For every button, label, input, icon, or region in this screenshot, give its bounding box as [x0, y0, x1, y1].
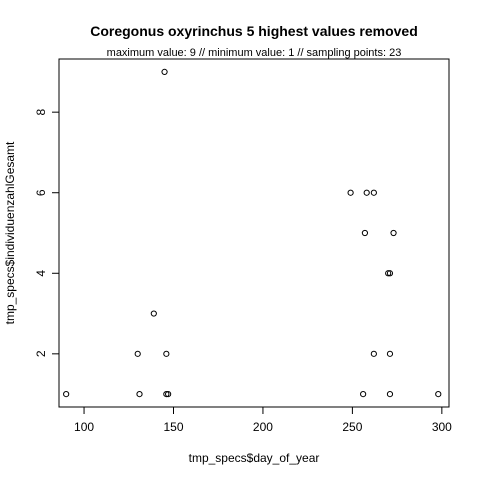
data-point	[386, 270, 394, 277]
data-point	[363, 189, 370, 196]
data-point	[165, 391, 172, 398]
data-point	[385, 270, 392, 277]
data-point	[361, 229, 369, 237]
data-point	[163, 350, 170, 357]
x-tick-label: 300	[432, 420, 452, 434]
y-tick-label: 8	[34, 109, 48, 116]
x-tick-label: 250	[342, 420, 362, 434]
data-point	[163, 391, 170, 398]
data-point	[360, 391, 367, 398]
data-point	[347, 189, 354, 196]
data-point	[134, 350, 141, 357]
x-tick-label: 100	[74, 420, 94, 434]
x-axis-label: tmp_specs$day_of_year	[189, 451, 320, 465]
data-point	[390, 229, 397, 237]
x-tick-label: 150	[163, 420, 183, 434]
y-axis-label: tmp_specs$individuenzahlGesamt	[3, 141, 17, 324]
data-point	[386, 391, 394, 398]
data-point	[386, 350, 394, 357]
data-point	[161, 68, 168, 75]
x-axis: 100 150 200 250 300	[74, 406, 452, 434]
data-points	[63, 68, 442, 398]
data-point	[370, 189, 377, 196]
y-tick-label: 4	[34, 270, 48, 277]
y-axis: 2 4 6 8	[34, 109, 60, 357]
data-point	[136, 391, 143, 398]
data-point	[435, 391, 442, 398]
x-tick-label: 200	[253, 420, 273, 434]
chart-title: Coregonus oxyrinchus 5 highest values re…	[90, 23, 418, 39]
chart-subtitle: maximum value: 9 // minimum value: 1 // …	[107, 47, 402, 59]
y-tick-label: 2	[34, 350, 48, 357]
data-point	[63, 391, 70, 398]
data-point	[150, 310, 157, 317]
data-point	[370, 350, 377, 357]
y-tick-label: 6	[34, 189, 48, 196]
